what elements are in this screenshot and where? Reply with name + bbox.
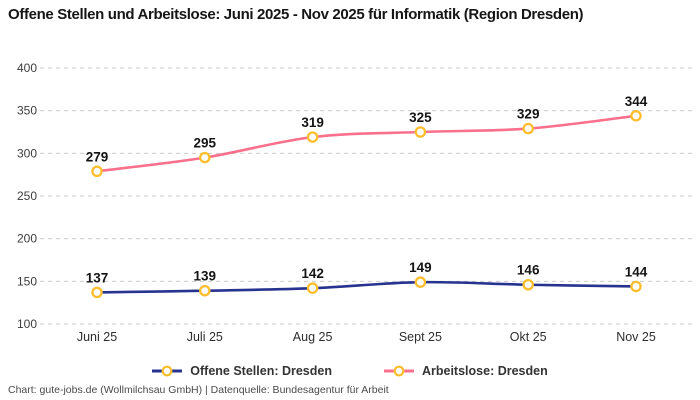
svg-text:250: 250 bbox=[17, 189, 37, 203]
legend-item-arbeitslose: Arbeitslose: Dresden bbox=[383, 364, 548, 378]
svg-text:144: 144 bbox=[625, 264, 648, 279]
legend-swatch-pink-line-icon bbox=[383, 365, 414, 377]
svg-text:350: 350 bbox=[17, 104, 37, 118]
svg-text:279: 279 bbox=[86, 149, 109, 164]
svg-text:137: 137 bbox=[86, 270, 109, 285]
svg-text:325: 325 bbox=[409, 110, 432, 125]
svg-text:142: 142 bbox=[301, 266, 324, 281]
svg-text:Juni 25: Juni 25 bbox=[77, 330, 117, 344]
svg-text:Okt 25: Okt 25 bbox=[510, 330, 547, 344]
legend-label: Offene Stellen: Dresden bbox=[190, 364, 332, 378]
svg-text:295: 295 bbox=[194, 136, 217, 151]
svg-text:149: 149 bbox=[409, 260, 432, 275]
legend-swatch-blue-line-icon bbox=[152, 365, 183, 377]
svg-text:Sept 25: Sept 25 bbox=[399, 330, 442, 344]
svg-text:100: 100 bbox=[17, 317, 37, 331]
svg-text:300: 300 bbox=[17, 146, 37, 160]
line-chart-plot-area: 400 350 300 250 200 150 100 Juni 25 Juli 25 Aug 2… bbox=[17, 61, 692, 344]
svg-text:329: 329 bbox=[517, 107, 540, 122]
svg-text:Aug 25: Aug 25 bbox=[293, 330, 333, 344]
legend-label: Arbeitslose: Dresden bbox=[421, 364, 548, 378]
chart-title: Offene Stellen und Arbeitslose: Juni 202… bbox=[8, 6, 584, 23]
svg-text:Juli 25: Juli 25 bbox=[187, 330, 223, 344]
svg-text:150: 150 bbox=[17, 274, 37, 288]
svg-text:344: 344 bbox=[625, 94, 648, 109]
svg-text:146: 146 bbox=[517, 263, 540, 278]
svg-text:139: 139 bbox=[194, 269, 217, 284]
legend: Offene Stellen: Dresden Arbeitslose: Dre… bbox=[0, 360, 700, 382]
svg-text:200: 200 bbox=[17, 232, 37, 246]
legend-item-offene-stellen: Offene Stellen: Dresden bbox=[152, 364, 332, 378]
svg-text:319: 319 bbox=[301, 115, 324, 130]
svg-text:Nov 25: Nov 25 bbox=[616, 330, 656, 344]
svg-text:400: 400 bbox=[17, 61, 37, 75]
attribution-text: Chart: gute-jobs.de (Wollmilchsau GmbH) … bbox=[8, 384, 389, 396]
